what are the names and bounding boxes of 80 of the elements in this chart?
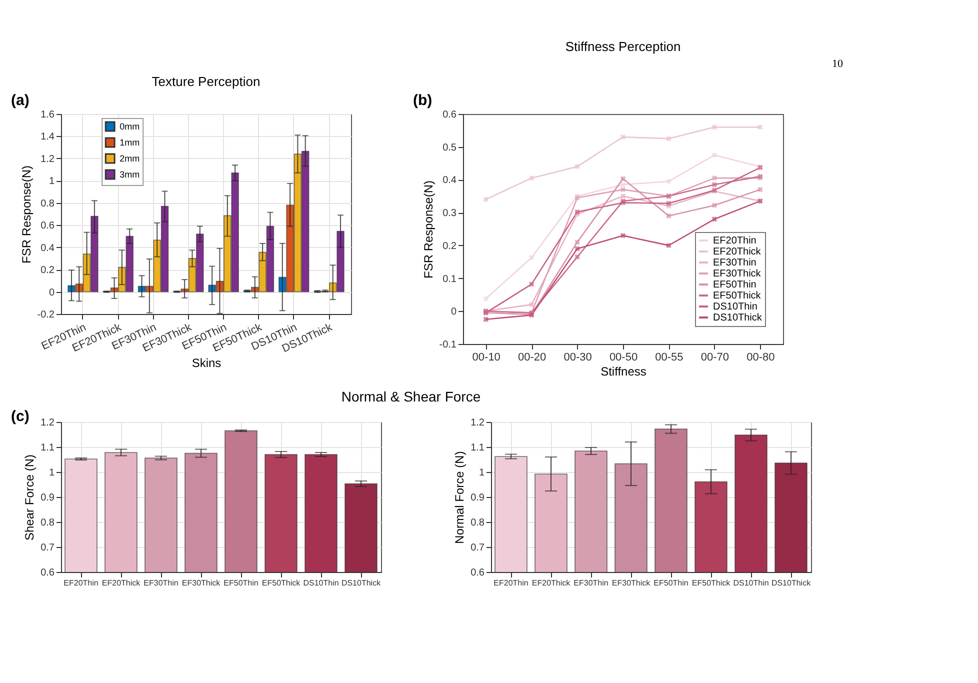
legend-label: 2mm — [120, 154, 140, 164]
x-tick-label: DS10Thick — [341, 578, 382, 588]
y-tick-label: 1.1 — [470, 442, 485, 454]
chart-title: Texture Perception — [152, 74, 260, 89]
legend-label: EF50Thick — [713, 290, 762, 302]
y-axis-title: FSR Response(N) — [421, 180, 436, 279]
x-tick-label: EF50Thick — [692, 578, 732, 588]
x-tick-label: EF20Thick — [102, 578, 142, 588]
y-axis-title: Normal Force (N) — [452, 451, 467, 544]
x-tick-label: 00-70 — [700, 352, 729, 364]
legend-label: DS10Thin — [713, 302, 758, 312]
legend-label: EF30Thin — [713, 258, 756, 268]
y-tick-label: 0.7 — [40, 542, 55, 554]
y-tick-label: -0.1 — [439, 340, 457, 350]
chart-title: Stiffness Perception — [565, 39, 681, 54]
x-tick-label: EF30Thick — [182, 578, 222, 588]
x-tick-label: 00-20 — [518, 352, 546, 364]
x-tick-label: DS10Thin — [733, 578, 769, 588]
y-tick-label: -0.2 — [37, 310, 55, 320]
y-tick-label: 0.2 — [442, 240, 457, 252]
legend-label: EF50Thin — [713, 280, 756, 290]
legend-label: EF20Thick — [713, 246, 762, 258]
y-tick-label: 0.5 — [442, 142, 457, 154]
y-tick-label: 0.9 — [470, 492, 485, 504]
y-tick-label: 0.8 — [40, 518, 55, 528]
y-tick-label: 0.6 — [470, 568, 485, 578]
legend-label: DS10Thick — [713, 312, 763, 324]
y-tick-label: 1.1 — [40, 442, 55, 454]
x-tick-label: 00-10 — [472, 352, 500, 364]
legend-label: EF30Thick — [713, 268, 762, 280]
y-tick-label: 0.7 — [470, 542, 485, 554]
text: (a) — [11, 92, 30, 109]
x-tick-label: 00-50 — [609, 352, 638, 364]
y-tick-label: 0.9 — [40, 492, 55, 504]
x-tick-label: EF20Thin — [64, 578, 98, 588]
y-tick-label: 1 — [48, 468, 55, 478]
x-axis-title: Stiffness — [600, 364, 646, 378]
x-tick-label: 00-55 — [655, 352, 684, 364]
y-tick-label: 0.2 — [40, 265, 55, 276]
x-tick-label: EF20Thin — [494, 578, 528, 588]
y-tick-label: 0.8 — [470, 518, 485, 528]
y-tick-label: 0 — [450, 306, 457, 318]
x-tick-label: EF50Thick — [262, 578, 302, 588]
x-tick-label: EF30Thick — [612, 578, 652, 588]
y-tick-label: 1.4 — [40, 132, 55, 143]
y-tick-label: 1.6 — [40, 110, 55, 120]
x-tick-label: DS10Thin — [303, 578, 339, 588]
x-tick-label: EF20Thick — [532, 578, 572, 588]
text: Normal & Shear Force — [341, 388, 481, 404]
y-tick-label: 1.2 — [40, 154, 55, 165]
y-tick-label: 0.4 — [40, 242, 55, 254]
x-axis-title: Skins — [192, 356, 222, 370]
y-tick-label: 0.6 — [442, 110, 457, 120]
y-tick-label: 0.1 — [442, 274, 457, 285]
x-tick-label: EF30Thin — [574, 578, 608, 588]
y-tick-label: 1.2 — [40, 418, 55, 428]
y-axis-title: FSR Response(N) — [19, 165, 34, 264]
x-tick-label: EF30Thin — [144, 578, 178, 588]
legend-label: EF20Thin — [713, 236, 756, 246]
x-tick-label: 00-30 — [564, 352, 592, 364]
y-tick-label: 0.8 — [40, 198, 55, 210]
y-tick-label: 0.4 — [442, 175, 457, 186]
x-tick-label: DS10Thick — [771, 578, 812, 588]
legend-label: 1mm — [120, 138, 140, 148]
x-tick-label: EF50Thin — [654, 578, 688, 588]
text: (b) — [413, 92, 432, 109]
text: (c) — [11, 408, 30, 425]
y-tick-label: 1 — [478, 468, 485, 478]
y-tick-label: 0.6 — [40, 568, 55, 578]
y-tick-label: 0 — [48, 287, 55, 298]
y-tick-label: 0.3 — [442, 208, 457, 220]
y-axis-title: Shear Force (N) — [22, 454, 37, 541]
x-tick-label: 00-80 — [746, 352, 775, 364]
y-tick-label: 0.6 — [40, 220, 55, 232]
legend-label: 3mm — [120, 170, 140, 180]
y-tick-label: 1 — [48, 176, 55, 188]
legend-label: 0mm — [120, 122, 140, 132]
x-tick-label: EF50Thin — [224, 578, 258, 588]
text: 10 — [832, 58, 844, 70]
y-tick-label: 1.2 — [470, 418, 485, 428]
